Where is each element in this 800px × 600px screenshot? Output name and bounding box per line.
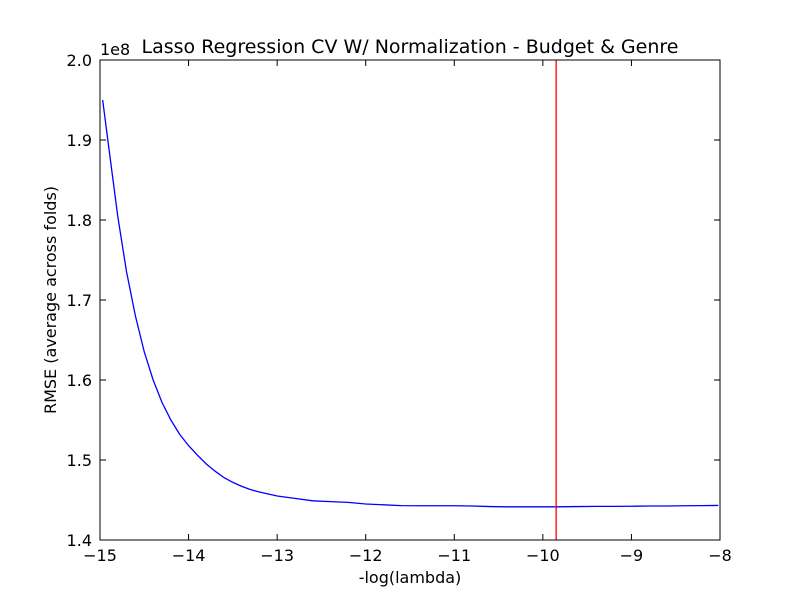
chart-title: Lasso Regression CV W/ Normalization - B… [142,36,679,58]
x-tick-label: −8 [708,546,732,565]
y-axis-label: RMSE (average across folds) [41,186,60,414]
x-axis-label: -log(lambda) [359,568,462,587]
y-tick-label: 1.7 [67,291,92,310]
x-tick-label: −12 [349,546,383,565]
x-tick-label: −13 [260,546,294,565]
series-line-0 [102,99,719,508]
y-tick-label: 2.0 [67,51,92,70]
axes-frame [99,59,721,541]
x-tick-label: −15 [83,546,117,565]
plot-area [102,60,719,540]
x-tick-label: −9 [620,546,644,565]
y-axis-ticks: 1.4 1.5 1.6 1.7 1.8 1.9 2.0 [67,51,720,550]
y-offset-label: 1e8 [100,40,130,59]
x-tick-label: −10 [526,546,560,565]
x-tick-label: −11 [437,546,471,565]
y-tick-label: 1.6 [67,371,92,390]
y-tick-label: 1.5 [67,451,92,470]
y-tick-label: 1.9 [67,131,92,150]
y-tick-label: 1.4 [67,531,92,550]
x-axis-ticks: −15 −14 −13 −12 −11 −10 −9 −8 [83,60,732,565]
x-tick-label: −14 [172,546,206,565]
y-tick-label: 1.8 [67,211,92,230]
